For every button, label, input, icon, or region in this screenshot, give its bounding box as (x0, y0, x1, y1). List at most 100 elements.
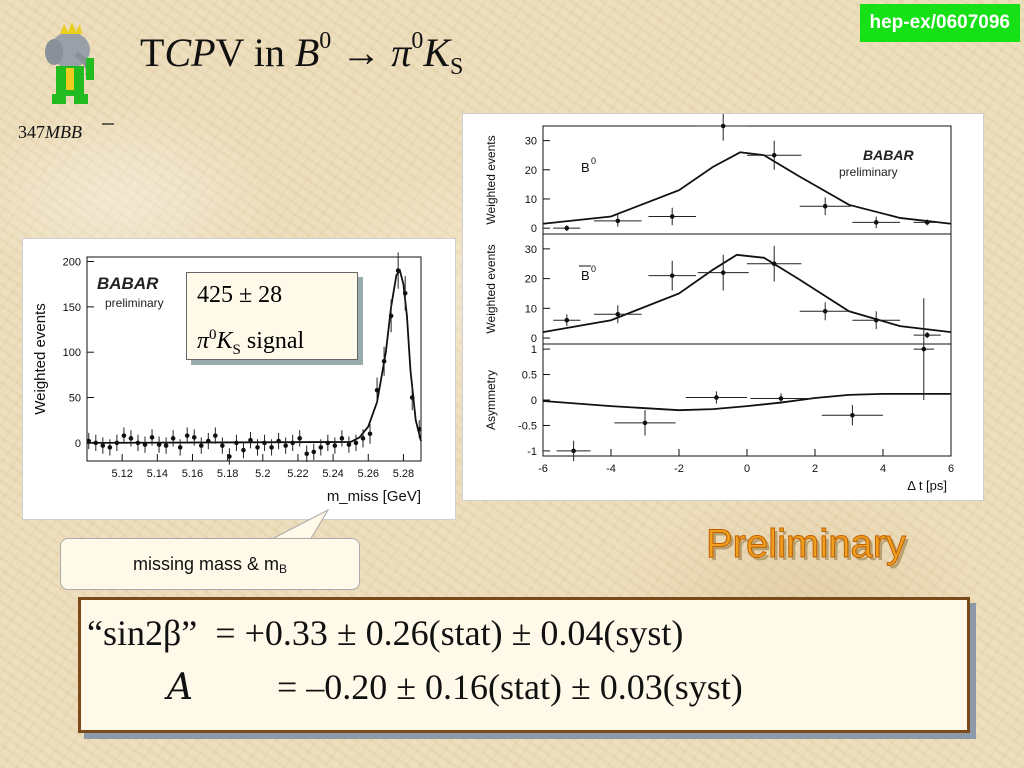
data-point (850, 412, 855, 418)
plot-frame (542, 343, 952, 457)
y-axis-label: Weighted events (484, 244, 498, 333)
data-point (100, 443, 106, 448)
data-point (276, 438, 281, 444)
y-tick-label: -1 (527, 446, 537, 458)
preliminary-label: Preliminary (705, 522, 907, 567)
results-box: “sin2β” = +0.33 ± 0.26(stat) ± 0.04(syst… (78, 597, 970, 733)
data-point (353, 440, 359, 446)
data-point (255, 445, 260, 450)
b0-panel-label: B (581, 160, 590, 175)
missing-mass-callout: missing mass & mB (60, 538, 360, 590)
y-tick-label: 30 (525, 136, 537, 148)
data-point (86, 438, 92, 444)
y-tick-label: 30 (525, 244, 537, 256)
data-point (290, 440, 295, 446)
y-tick-label: 0 (531, 395, 537, 407)
asymmetry-symbol: A (167, 667, 193, 708)
data-point (304, 451, 310, 457)
data-point (771, 152, 777, 158)
y-tick-label: 10 (525, 303, 537, 315)
y-axis-label: Asymmetry (484, 370, 498, 430)
data-point (924, 332, 930, 338)
data-point (107, 445, 113, 450)
data-point (714, 395, 719, 400)
data-point (395, 268, 401, 273)
y-tick-label: 0 (75, 438, 81, 450)
data-point (297, 436, 303, 441)
data-point (409, 395, 415, 400)
y-tick-label: 1 (531, 344, 537, 356)
data-point (93, 440, 99, 446)
plot-frame (542, 233, 952, 345)
x-tick-label: -4 (606, 463, 616, 475)
y-tick-label: 0 (531, 223, 537, 235)
asymmetry-result: A = –0.20 ± 0.16(stat) ± 0.03(syst) (167, 666, 743, 708)
sin2beta-result: “sin2β” = +0.33 ± 0.26(stat) ± 0.04(syst… (87, 612, 683, 654)
data-point (220, 443, 225, 448)
data-point (924, 220, 930, 225)
data-point (156, 442, 162, 447)
b0bar-panel-label-sup: 0 (591, 264, 596, 274)
y-tick-label: 100 (63, 347, 81, 359)
data-point (184, 433, 190, 438)
y-tick-label: 10 (525, 194, 537, 206)
data-point (205, 438, 211, 444)
data-point (163, 443, 169, 448)
data-point (339, 436, 345, 441)
fit-curve (542, 151, 952, 225)
signal-yield-value: 425 ± 28 (197, 282, 283, 308)
x-tick-label: 5.26 (358, 468, 379, 480)
x-tick-label: 5.12 (111, 468, 132, 480)
data-point (367, 431, 373, 437)
data-point (149, 435, 155, 440)
data-point (381, 358, 387, 364)
y-tick-label: 20 (525, 274, 537, 286)
b0bar-panel-label: B (581, 268, 590, 283)
x-axis-label: Δ t [ps] (907, 478, 947, 493)
x-axis-label: m_miss [GeV] (327, 488, 421, 505)
b0-panel-label-sup: 0 (591, 156, 596, 166)
x-tick-label: 5.22 (287, 468, 308, 480)
data-point (921, 346, 927, 352)
page-title: TCPV in B0 → π0KS (140, 28, 464, 80)
data-point (564, 317, 570, 323)
plot-frame (86, 256, 422, 462)
preliminary-subtitle: preliminary (839, 165, 898, 179)
x-tick-label: 6 (948, 463, 954, 475)
x-tick-label: -2 (674, 463, 684, 475)
data-point (416, 426, 422, 432)
data-point (283, 443, 288, 448)
y-tick-label: 0 (531, 333, 537, 345)
data-point (822, 308, 828, 314)
y-tick-label: 0.5 (522, 370, 537, 382)
arxiv-id-badge: hep-ex/0607096 (859, 4, 1020, 42)
fit-curve (542, 392, 951, 412)
signal-yield-label: π0KS signal (197, 327, 305, 358)
luminosity-label: 347MBB (18, 122, 82, 143)
data-point (269, 445, 274, 450)
babar-watermark: BABAR (863, 147, 914, 163)
signal-yield-box: 425 ± 28 π0KS signal (186, 272, 358, 360)
data-point (128, 436, 134, 441)
asymmetry-value: = –0.20 ± 0.16(stat) ± 0.03(syst) (277, 667, 743, 707)
x-tick-label: 5.24 (322, 468, 343, 480)
data-point (642, 420, 648, 426)
data-point (346, 442, 352, 447)
preliminary-subtitle: preliminary (105, 296, 164, 310)
data-point (374, 387, 380, 393)
data-point (615, 311, 621, 317)
x-tick-label: 5.14 (147, 468, 168, 480)
y-tick-label: 200 (63, 257, 81, 269)
data-point (213, 433, 218, 438)
data-point (360, 436, 366, 441)
y-tick-label: 20 (525, 165, 537, 177)
data-point (234, 440, 239, 446)
missing-mass-plot: 0 50 100 150 200 5.12 5.14 5.16 5.18 5.2 5.22 5.24 5… (32, 252, 422, 505)
data-point (114, 440, 120, 446)
data-point (311, 449, 317, 455)
luminosity-unit: MBB (45, 122, 82, 142)
data-point (318, 445, 324, 450)
data-point (191, 435, 197, 440)
babar-watermark: BABAR (97, 274, 159, 293)
x-tick-label: 5.28 (393, 468, 414, 480)
